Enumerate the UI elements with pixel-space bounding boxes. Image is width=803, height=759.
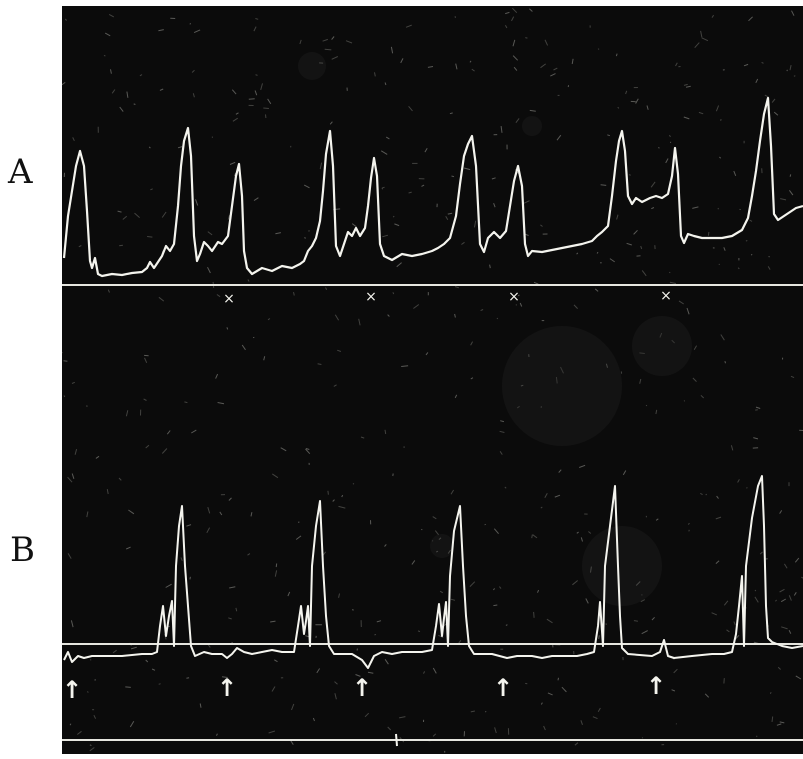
trace-a-marker: ×	[508, 289, 520, 305]
panel-background	[62, 6, 803, 754]
oscilloscope-display: × × × × ↑ ↑ ↑ ↑ ↑	[62, 6, 803, 754]
trace-a	[62, 96, 803, 278]
oscilloscope-panel: × × × × ↑ ↑ ↑ ↑ ↑	[62, 6, 803, 754]
trace-a-markers: × × × ×	[223, 288, 672, 307]
trace-b	[63, 475, 803, 669]
trace-a-marker: ×	[223, 291, 235, 307]
bottom-tick	[395, 733, 398, 747]
trace-a-marker: ×	[365, 289, 377, 305]
trace-b-marker: ↑	[493, 674, 513, 702]
panel-label-a: A	[8, 152, 34, 192]
trace-a-marker: ×	[660, 288, 672, 304]
trace-b-marker: ↑	[646, 672, 666, 700]
panel-label-b: B	[10, 530, 36, 570]
trace-b-marker: ↑	[352, 674, 372, 702]
trace-b-marker: ↑	[62, 676, 82, 704]
trace-b-markers: ↑ ↑ ↑ ↑ ↑	[62, 672, 666, 704]
trace-b-marker: ↑	[217, 674, 237, 702]
film-noise	[62, 7, 803, 753]
